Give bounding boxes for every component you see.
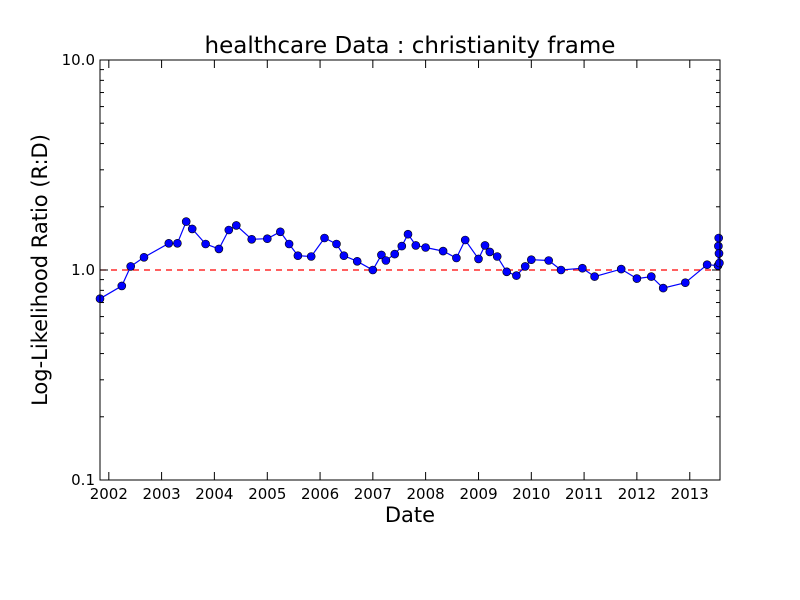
data-point: [139, 252, 149, 262]
data-point: [421, 243, 430, 252]
data-point: [714, 241, 723, 251]
data-point: [275, 227, 285, 237]
data-point: [247, 235, 256, 244]
data-point: [714, 249, 724, 258]
x-tick-label: 2003: [143, 485, 181, 503]
series-group: [95, 217, 724, 304]
x-tick-label: 2006: [301, 485, 339, 503]
x-tick-label: 2011: [565, 485, 603, 503]
x-tick-label: 2004: [195, 485, 233, 503]
y-axis-label: Log-Likelihood Ratio (R:D): [28, 134, 52, 406]
data-point: [126, 262, 135, 271]
chart-title: healthcare Data : christianity frame: [205, 33, 616, 59]
data-point: [224, 225, 234, 235]
data-point: [460, 235, 470, 245]
data-point: [187, 224, 197, 234]
data-point: [403, 229, 413, 239]
data-point: [339, 251, 349, 260]
y-tick-label: 0.1: [71, 471, 95, 489]
data-point: [578, 263, 587, 273]
data-point: [502, 267, 512, 277]
data-point: [520, 262, 530, 271]
x-tick-label: 2002: [90, 485, 128, 503]
data-point: [181, 217, 191, 226]
data-point: [544, 256, 554, 265]
data-point: [352, 256, 362, 266]
data-point: [658, 283, 668, 293]
data-point: [214, 244, 224, 254]
data-point: [232, 221, 241, 230]
data-point: [632, 274, 642, 283]
y-tick-label: 1.0: [71, 261, 95, 279]
data-point: [616, 264, 626, 274]
data-point: [485, 247, 495, 257]
y-tick-label: 10.0: [62, 51, 95, 69]
data-point: [320, 233, 329, 243]
data-point: [452, 253, 461, 263]
data-point: [590, 272, 599, 281]
data-point: [680, 278, 690, 288]
x-tick-label: 2009: [459, 485, 497, 503]
data-point: [714, 233, 724, 243]
data-point: [526, 255, 536, 265]
data-point: [397, 241, 407, 251]
data-point: [556, 265, 566, 275]
x-tick-label: 2008: [407, 485, 445, 503]
data-point: [173, 239, 182, 248]
data-point: [368, 265, 378, 275]
x-tick-label: 2010: [512, 485, 550, 503]
x-axis: 2002 2003 2004 2005 2006 2007 2008 2009 2010 2011…: [90, 60, 709, 503]
data-point: [284, 239, 294, 249]
data-point: [390, 249, 400, 259]
data-point: [377, 250, 386, 260]
data-point: [646, 272, 656, 281]
x-tick-label: 2007: [354, 485, 392, 503]
x-tick-label: 2013: [671, 485, 709, 503]
x-tick-label: 2005: [248, 485, 286, 503]
x-tick-label: 2012: [618, 485, 656, 503]
data-point: [702, 260, 712, 270]
data-point: [715, 258, 724, 268]
data-point: [332, 239, 341, 249]
data-point: [201, 239, 210, 249]
x-axis-label: Date: [385, 503, 435, 527]
data-point: [117, 281, 127, 291]
data-point: [438, 246, 448, 256]
data-point: [381, 256, 391, 265]
data-point: [512, 271, 521, 280]
y-axis: 0.1 1.0 10.0: [62, 51, 720, 489]
data-point: [474, 254, 483, 264]
data-point: [492, 252, 502, 261]
data-point: [411, 241, 421, 250]
data-point: [293, 251, 303, 260]
data-point: [164, 239, 174, 248]
data-point: [306, 252, 316, 261]
data-point: [262, 234, 272, 243]
data-point: [480, 241, 490, 250]
